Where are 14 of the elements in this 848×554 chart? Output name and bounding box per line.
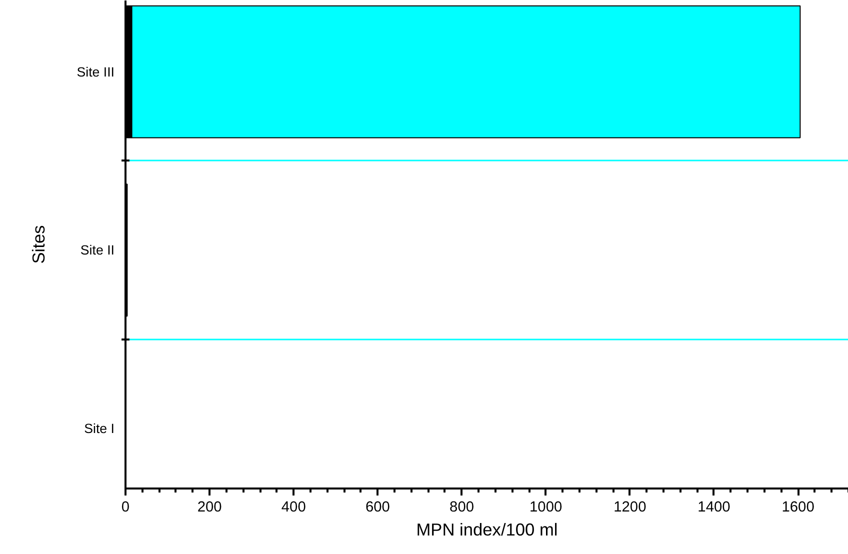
x-tick-label: 400: [281, 500, 306, 516]
x-tick-label: 0: [121, 500, 130, 516]
y-axis-title: Sites: [28, 224, 49, 264]
y-tick-label: Site III: [76, 64, 115, 80]
x-tick-label: 1400: [698, 500, 730, 516]
x-axis-title: MPN index/100 ml: [416, 520, 558, 540]
x-tick-label: 1600: [782, 500, 814, 516]
x-tick-label: 600: [365, 500, 390, 516]
x-tick-label: 1200: [614, 500, 646, 516]
x-tick-label: 200: [197, 500, 222, 516]
y-tick-label: Site II: [80, 242, 115, 258]
y-tick-label: Site I: [84, 420, 115, 436]
x-tick-label: 1000: [530, 500, 562, 516]
x-tick-label: 800: [450, 500, 474, 516]
